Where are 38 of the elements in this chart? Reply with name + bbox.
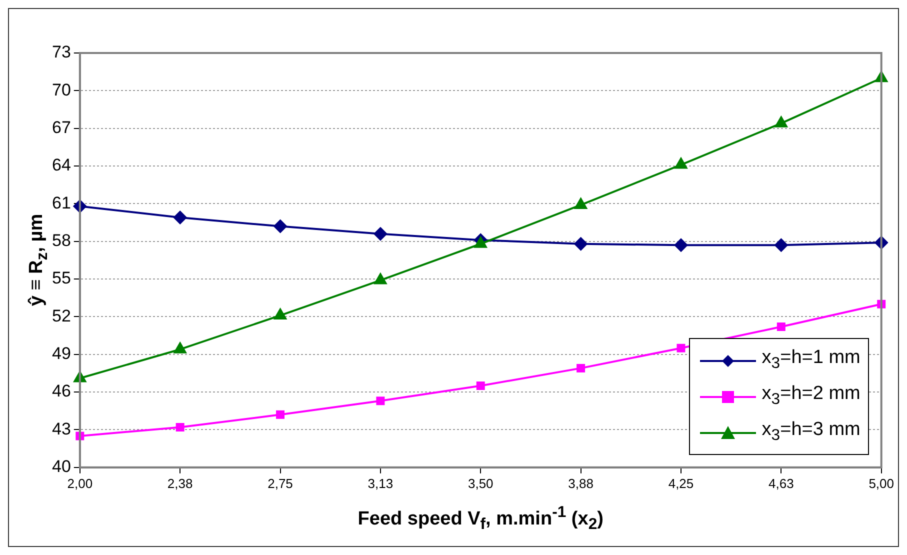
y-tick-label: 67 — [52, 118, 71, 138]
y-tick-label: 70 — [52, 80, 71, 100]
y-tick-label: 64 — [52, 156, 71, 175]
x-tick-label: 3,13 — [368, 476, 394, 491]
y-tick-label: 40 — [52, 457, 71, 476]
x-axis-title: Feed speed V$_{f}$, m.min$^{-1}$ (x$_{2}$) — [356, 504, 604, 534]
point — [173, 210, 188, 225]
point — [373, 226, 388, 241]
x-tick-label: 2,38 — [167, 476, 193, 491]
y-tick-label: 46 — [52, 382, 71, 401]
y-tick-label: 55 — [52, 268, 71, 288]
x-tick-label: 2,75 — [268, 476, 293, 491]
point — [273, 219, 288, 234]
y-tick-label: 58 — [52, 231, 71, 250]
point — [276, 410, 285, 419]
legend-label: x$_{3}$=h=3 mm — [762, 418, 860, 446]
y-tick-label: 73 — [52, 42, 71, 62]
legend-label: x$_{3}$=h=1 mm — [762, 346, 860, 374]
x-tick-label: 3,50 — [468, 476, 494, 491]
legend-label: x$_{3}$=h=2 mm — [762, 382, 860, 410]
x-tick-label: 2,00 — [67, 476, 93, 491]
point — [476, 382, 485, 390]
x-tick-label: 5,00 — [868, 476, 894, 491]
x-tick-label: 4,25 — [668, 476, 694, 491]
y-tick-label: 52 — [52, 306, 71, 326]
x-tick-label: 3,88 — [568, 476, 594, 491]
point — [674, 238, 688, 252]
point — [376, 396, 385, 406]
point — [176, 422, 184, 432]
x-tick-label: 4,63 — [768, 476, 794, 491]
y-tick-label: 49 — [52, 344, 71, 364]
y-tick-label: 43 — [52, 419, 71, 438]
point — [574, 236, 588, 251]
point — [776, 322, 786, 331]
point — [774, 238, 788, 252]
y-tick-label: 61 — [52, 193, 71, 212]
point — [676, 344, 686, 352]
point — [576, 364, 586, 372]
